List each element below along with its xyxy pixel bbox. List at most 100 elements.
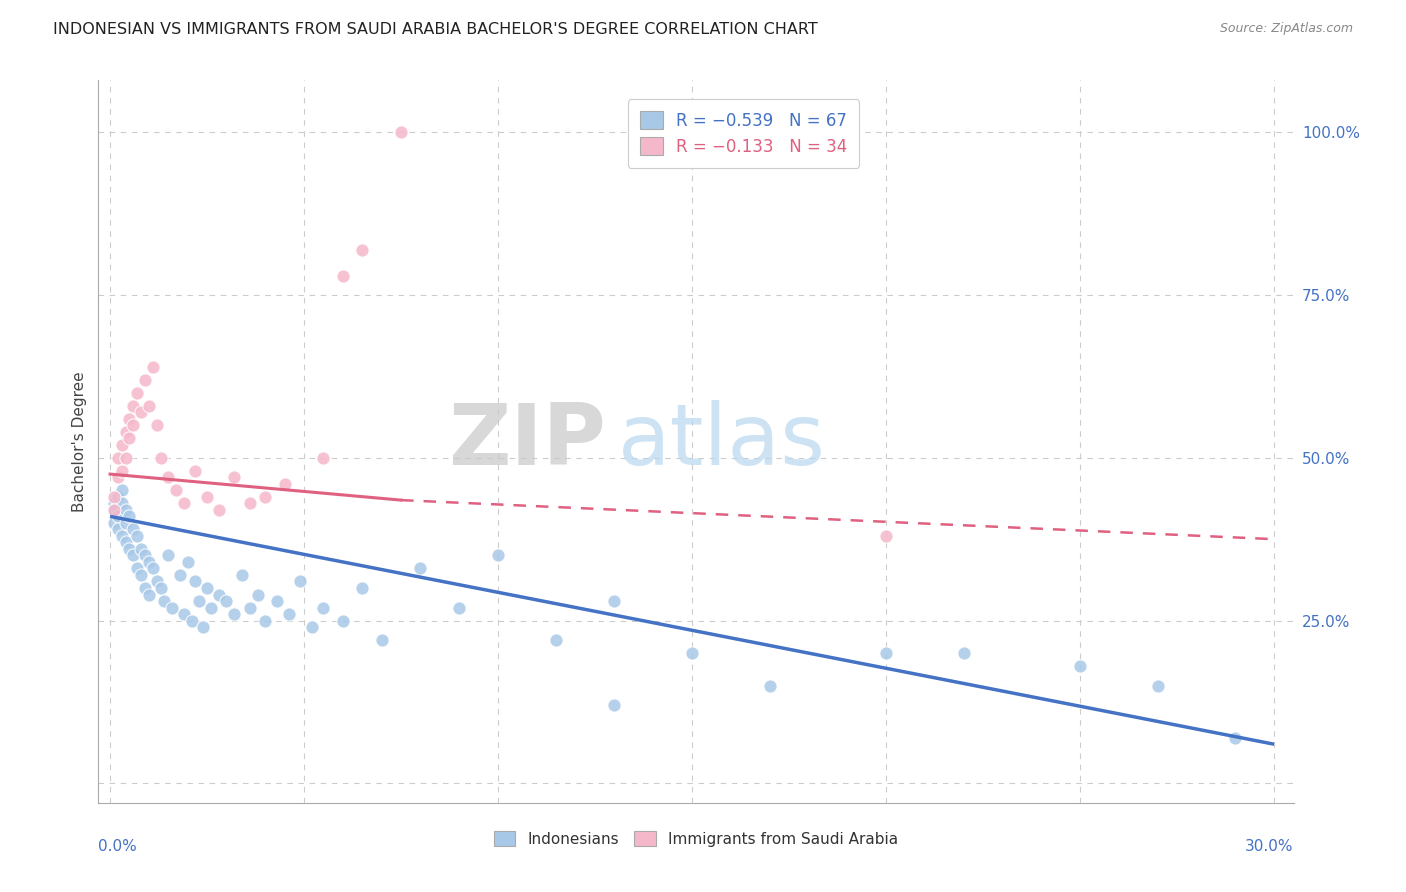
- Y-axis label: Bachelor's Degree: Bachelor's Degree: [72, 371, 87, 512]
- Point: [114, 535, 136, 549]
- Point: [195, 581, 218, 595]
- Text: 0.0%: 0.0%: [98, 838, 138, 854]
- Point: [312, 450, 335, 465]
- Point: [352, 581, 374, 595]
- Point: [546, 633, 568, 648]
- Point: [134, 373, 156, 387]
- Point: [188, 594, 211, 608]
- Point: [122, 418, 145, 433]
- Point: [290, 574, 312, 589]
- Point: [149, 581, 172, 595]
- Point: [103, 496, 125, 510]
- Point: [134, 549, 156, 563]
- Point: [1225, 731, 1247, 745]
- Point: [114, 516, 136, 530]
- Text: ZIP: ZIP: [449, 400, 606, 483]
- Point: [370, 633, 392, 648]
- Point: [138, 587, 160, 601]
- Point: [129, 568, 152, 582]
- Point: [176, 555, 198, 569]
- Point: [184, 574, 207, 589]
- Point: [118, 431, 141, 445]
- Legend: Indonesians, Immigrants from Saudi Arabia: Indonesians, Immigrants from Saudi Arabi…: [486, 823, 905, 855]
- Point: [603, 594, 626, 608]
- Point: [603, 698, 626, 713]
- Point: [169, 568, 191, 582]
- Point: [224, 470, 246, 484]
- Point: [246, 587, 269, 601]
- Point: [875, 646, 897, 660]
- Point: [758, 679, 780, 693]
- Point: [208, 503, 231, 517]
- Point: [173, 607, 195, 621]
- Point: [332, 268, 354, 283]
- Point: [114, 503, 136, 517]
- Point: [254, 490, 277, 504]
- Point: [173, 496, 195, 510]
- Point: [107, 490, 129, 504]
- Point: [195, 490, 218, 504]
- Point: [486, 549, 509, 563]
- Point: [118, 509, 141, 524]
- Point: [312, 600, 335, 615]
- Point: [107, 523, 129, 537]
- Point: [208, 587, 231, 601]
- Point: [231, 568, 253, 582]
- Point: [301, 620, 323, 634]
- Point: [111, 496, 134, 510]
- Point: [134, 581, 156, 595]
- Point: [127, 529, 149, 543]
- Text: Source: ZipAtlas.com: Source: ZipAtlas.com: [1219, 22, 1353, 36]
- Point: [254, 614, 277, 628]
- Text: atlas: atlas: [619, 400, 827, 483]
- Point: [149, 450, 172, 465]
- Point: [111, 464, 134, 478]
- Text: INDONESIAN VS IMMIGRANTS FROM SAUDI ARABIA BACHELOR'S DEGREE CORRELATION CHART: INDONESIAN VS IMMIGRANTS FROM SAUDI ARAB…: [53, 22, 818, 37]
- Point: [129, 541, 152, 556]
- Point: [389, 125, 412, 139]
- Point: [145, 418, 167, 433]
- Point: [111, 529, 134, 543]
- Point: [184, 464, 207, 478]
- Point: [107, 450, 129, 465]
- Point: [449, 600, 471, 615]
- Point: [180, 614, 202, 628]
- Point: [138, 555, 160, 569]
- Point: [239, 600, 262, 615]
- Point: [122, 399, 145, 413]
- Point: [157, 470, 180, 484]
- Point: [239, 496, 262, 510]
- Point: [352, 243, 374, 257]
- Point: [1146, 679, 1168, 693]
- Point: [153, 594, 176, 608]
- Point: [103, 516, 125, 530]
- Point: [952, 646, 974, 660]
- Point: [142, 561, 165, 575]
- Point: [332, 614, 354, 628]
- Point: [103, 490, 125, 504]
- Point: [145, 574, 167, 589]
- Point: [277, 607, 299, 621]
- Point: [111, 483, 134, 498]
- Point: [129, 405, 152, 419]
- Point: [111, 438, 134, 452]
- Point: [157, 549, 180, 563]
- Text: 30.0%: 30.0%: [1246, 838, 1294, 854]
- Point: [193, 620, 215, 634]
- Point: [118, 411, 141, 425]
- Point: [224, 607, 246, 621]
- Point: [273, 476, 295, 491]
- Point: [165, 483, 187, 498]
- Point: [409, 561, 432, 575]
- Point: [114, 425, 136, 439]
- Point: [107, 509, 129, 524]
- Point: [200, 600, 222, 615]
- Point: [875, 529, 897, 543]
- Point: [122, 549, 145, 563]
- Point: [114, 450, 136, 465]
- Point: [266, 594, 288, 608]
- Point: [103, 503, 125, 517]
- Point: [127, 385, 149, 400]
- Point: [681, 646, 703, 660]
- Point: [142, 359, 165, 374]
